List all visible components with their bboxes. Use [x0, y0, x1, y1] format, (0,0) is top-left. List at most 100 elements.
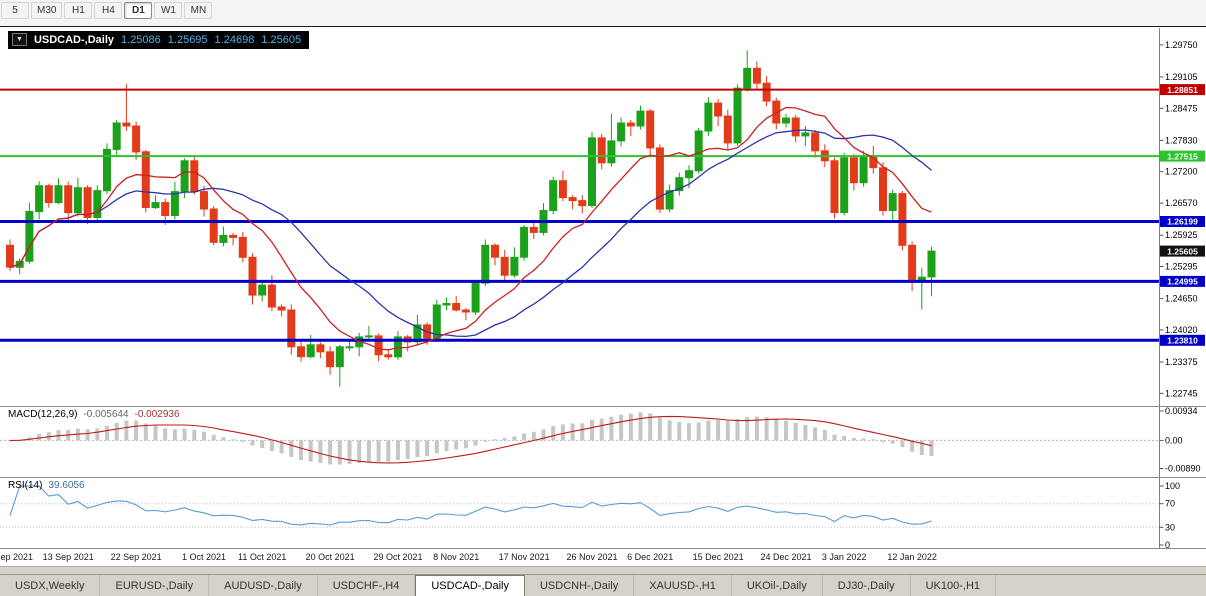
chart-tab-usdchf-h4[interactable]: USDCHF-,H4 — [318, 575, 416, 596]
date-label: 24 Dec 2021 — [760, 552, 812, 562]
candle — [442, 297, 451, 310]
candle — [112, 120, 121, 157]
candle — [491, 243, 499, 266]
chart-tab-ukoil-daily[interactable]: UKOil-,Daily — [732, 575, 823, 596]
date-label: 22 Sep 2021 — [110, 552, 162, 562]
candle — [248, 253, 257, 305]
svg-text:1.25605: 1.25605 — [1167, 246, 1198, 256]
candle — [326, 346, 335, 375]
candle — [209, 206, 218, 246]
timeframe-toolbar: 5 M30 H1 H4 D1 W1 MN — [0, 0, 1206, 27]
candle — [908, 241, 917, 292]
chart-tab-usdcad-daily[interactable]: USDCAD-,Daily — [415, 575, 525, 596]
chart-symbol-label: USDCAD-,Daily — [33, 33, 115, 46]
candle — [500, 249, 509, 281]
date-label: 29 Oct 2021 — [373, 552, 423, 562]
price-tag: 1.25605 — [1160, 245, 1205, 257]
rsi-axis-label: 100 — [1165, 481, 1180, 491]
ma-fast-line — [9, 106, 932, 351]
price-axis[interactable]: 1.29750 1.29105 1.28475 1.27830 1.27200 1.265… — [1159, 28, 1198, 406]
timeframe-button-d1[interactable]: D1 — [124, 2, 153, 19]
svg-text:1.23810: 1.23810 — [1167, 336, 1198, 346]
candle — [219, 226, 228, 247]
macd-histogram — [8, 412, 934, 465]
timeframe-button-w1[interactable]: W1 — [154, 2, 183, 19]
price-axis-label: 1.24650 — [1165, 294, 1198, 304]
candle — [297, 339, 305, 362]
rsi-axis[interactable]: 100 70 30 0 — [1159, 478, 1181, 548]
date-label: 26 Nov 2021 — [566, 552, 618, 562]
timeframe-button-mn[interactable]: MN — [184, 2, 213, 19]
time-axis[interactable]: 3 Sep 2021 13 Sep 2021 22 Sep 2021 1 Oct 20… — [0, 549, 1206, 566]
candle — [830, 157, 839, 219]
candle — [83, 185, 92, 224]
chart-tab-audusd-daily[interactable]: AUDUSD-,Daily — [209, 575, 318, 596]
candle — [355, 332, 364, 357]
rsi-axis-label: 0 — [1165, 540, 1170, 548]
macd-indicator-pane[interactable]: 0.00934 0.00 -0.00890 — [0, 407, 1206, 477]
date-label: 15 Dec 2021 — [692, 552, 744, 562]
candle — [277, 304, 286, 317]
svg-text:1.24995: 1.24995 — [1167, 277, 1198, 287]
rsi-value: 39.6056 — [48, 480, 85, 491]
candle — [364, 325, 373, 340]
rsi-name: RSI(14) — [8, 480, 43, 491]
chart-tab-xauusd-h1[interactable]: XAUUSD-,H1 — [634, 575, 732, 596]
macd-signal-value: -0.002936 — [134, 409, 180, 420]
candle — [723, 109, 732, 150]
timeframe-button-m30[interactable]: M30 — [31, 2, 63, 19]
date-label: 20 Oct 2021 — [305, 552, 355, 562]
one-click-trading-collapse-icon[interactable]: ▼ — [12, 33, 27, 46]
candle — [461, 308, 470, 320]
chart-tab-eurusd-daily[interactable]: EURUSD-,Daily — [100, 575, 210, 596]
rsi-indicator-pane[interactable]: 100 70 30 0 — [0, 478, 1206, 548]
candle — [782, 114, 790, 128]
candle — [6, 239, 14, 271]
macd-axis-label: 0.00934 — [1165, 407, 1198, 416]
timeframe-button-h1[interactable]: H1 — [64, 2, 93, 19]
candle — [306, 334, 315, 359]
chart-tab-uk100-h1[interactable]: UK100-,H1 — [911, 575, 997, 596]
pane-divider[interactable] — [0, 477, 1206, 478]
chart-tab-usdx-weekly[interactable]: USDX,Weekly — [0, 575, 101, 596]
timeframe-button-h4[interactable]: H4 — [94, 2, 123, 19]
pane-divider[interactable] — [0, 406, 1206, 407]
macd-axis[interactable]: 0.00934 0.00 -0.00890 — [1159, 407, 1201, 477]
rsi-axis-label: 30 — [1165, 522, 1175, 532]
chart-tab-usdcnh-daily[interactable]: USDCNH-,Daily — [525, 575, 635, 596]
candle — [694, 128, 703, 174]
candle — [122, 84, 131, 131]
date-label: 3 Sep 2021 — [0, 552, 34, 562]
candle — [170, 181, 179, 220]
candle — [471, 280, 480, 315]
candle — [403, 334, 412, 352]
candle — [917, 267, 926, 310]
ma-slow-line — [9, 129, 932, 338]
candle — [141, 149, 150, 213]
candle — [655, 144, 664, 213]
candle — [151, 195, 160, 209]
candle — [539, 203, 548, 236]
candle — [733, 84, 742, 146]
chart-tab-dj30-daily[interactable]: DJ30-,Daily — [823, 575, 911, 596]
candle — [316, 342, 325, 359]
price-tag: 1.23810 — [1160, 334, 1205, 346]
main-chart-pane[interactable]: 1.29750 1.29105 1.28475 1.27830 1.27200 1.265… — [0, 28, 1206, 406]
candle — [374, 333, 383, 362]
candle — [578, 195, 587, 214]
candle — [258, 281, 267, 302]
candle — [743, 50, 752, 92]
date-label: 11 Oct 2021 — [238, 552, 287, 562]
timeframe-button-5[interactable]: 5 — [1, 2, 29, 19]
candle — [558, 170, 567, 202]
chart-tab-bar: USDX,Weekly EURUSD-,Daily AUDUSD-,Daily USD… — [0, 574, 1206, 596]
date-label: 13 Sep 2021 — [42, 552, 94, 562]
candle — [849, 153, 858, 191]
candle — [481, 239, 490, 287]
svg-text:1.26199: 1.26199 — [1167, 217, 1198, 227]
candle — [44, 183, 53, 208]
ohlc-low-value: 1.24698 — [214, 33, 255, 46]
macd-name: MACD(12,26,9) — [8, 409, 78, 420]
ohlc-open-value: 1.25086 — [121, 33, 161, 46]
